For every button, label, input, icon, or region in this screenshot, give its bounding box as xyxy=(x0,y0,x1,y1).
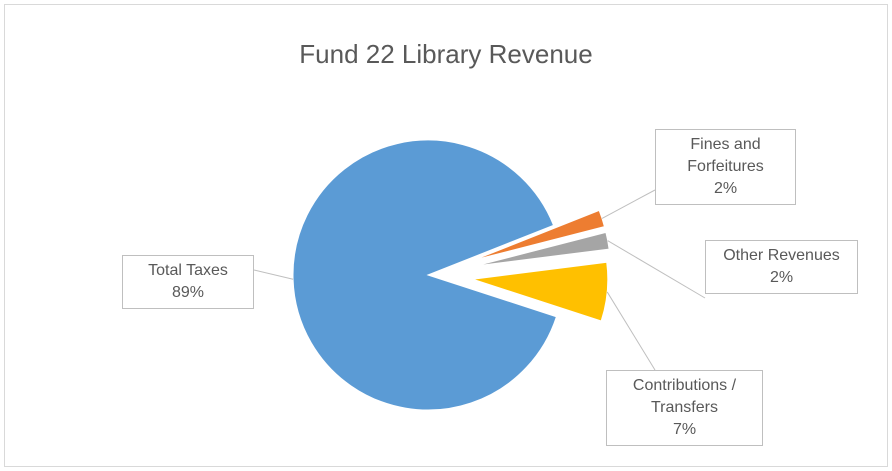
leader-line xyxy=(606,291,656,371)
data-label: Fines and Forfeitures 2% xyxy=(655,129,796,205)
label-value: 89% xyxy=(171,284,205,301)
label-value: 2% xyxy=(769,269,794,286)
data-label: Contributions / Transfers 7% xyxy=(606,370,763,446)
data-label: Total Taxes 89% xyxy=(122,255,254,309)
leader-line xyxy=(607,240,706,299)
label-value: 7% xyxy=(672,421,697,438)
pie-slice xyxy=(292,139,558,411)
data-label: Other Revenues 2% xyxy=(705,240,858,294)
label-category: Other Revenues xyxy=(723,247,840,264)
pie-slice xyxy=(472,261,609,322)
leader-line xyxy=(253,269,294,280)
chart-title: Fund 22 Library Revenue xyxy=(299,39,592,69)
label-category: Total Taxes xyxy=(148,262,228,279)
label-category: Fines and Forfeitures xyxy=(687,136,764,175)
label-value: 2% xyxy=(713,180,738,197)
leader-line xyxy=(601,189,656,219)
label-category: Contributions / Transfers xyxy=(632,377,737,416)
